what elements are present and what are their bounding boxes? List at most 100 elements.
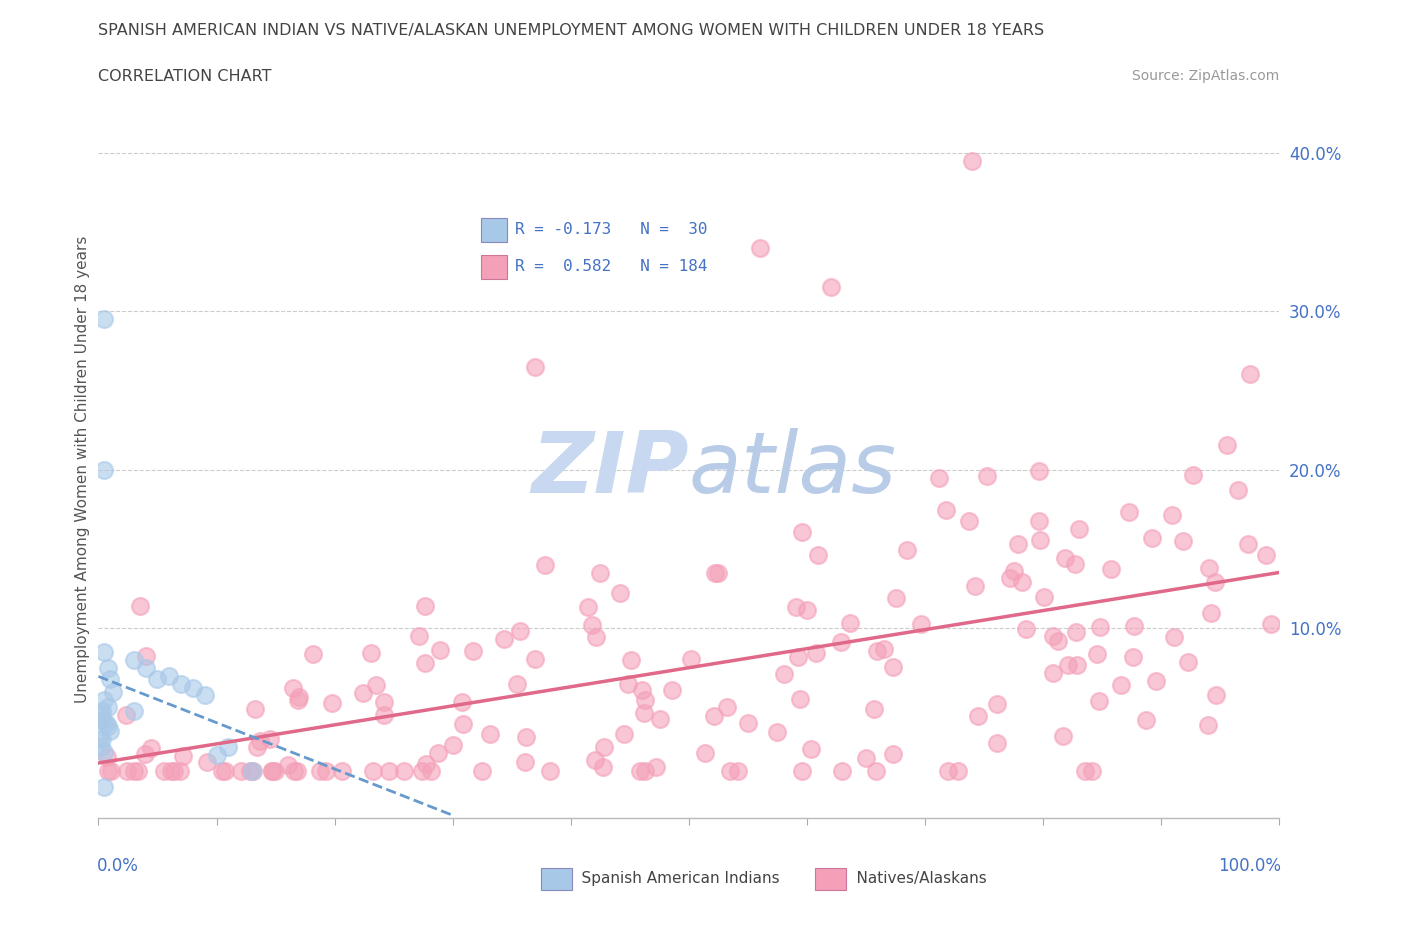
Point <box>976 469 998 484</box>
Point <box>1090 619 1112 634</box>
Point <box>91 732 114 747</box>
Point <box>1181 468 1204 483</box>
Point <box>737 715 759 730</box>
Point <box>352 685 374 700</box>
Point <box>97 764 120 778</box>
Text: Natives/Alaskans: Natives/Alaskans <box>837 871 987 886</box>
Point <box>98 671 121 686</box>
Point <box>936 764 959 778</box>
Point <box>450 695 472 710</box>
Point <box>748 240 770 255</box>
Point <box>967 709 990 724</box>
Point <box>122 703 145 718</box>
Point <box>523 652 546 667</box>
Text: 100.0%: 100.0% <box>1218 857 1281 875</box>
Point <box>792 525 814 539</box>
Point <box>217 739 239 754</box>
Point <box>578 599 600 614</box>
Point <box>330 764 353 778</box>
Point <box>471 764 494 778</box>
Point <box>650 711 672 726</box>
Point <box>415 756 437 771</box>
Point <box>321 696 343 711</box>
Point <box>378 764 401 778</box>
Point <box>1216 437 1239 452</box>
Point <box>1227 483 1250 498</box>
Text: SPANISH AMERICAN INDIAN VS NATIVE/ALASKAN UNEMPLOYMENT AMONG WOMEN WITH CHILDREN: SPANISH AMERICAN INDIAN VS NATIVE/ALASKA… <box>98 23 1045 38</box>
Point <box>195 754 218 769</box>
Point <box>243 702 266 717</box>
Point <box>1237 537 1260 551</box>
Point <box>807 548 830 563</box>
Point <box>408 629 430 644</box>
Point <box>583 752 606 767</box>
Point <box>100 764 122 778</box>
Point <box>96 750 118 764</box>
Point <box>114 708 136 723</box>
Point <box>169 764 191 778</box>
Point <box>1074 764 1097 778</box>
Point <box>957 513 980 528</box>
Point <box>1111 677 1133 692</box>
Point <box>93 312 115 326</box>
Point <box>90 708 112 723</box>
Point <box>581 618 603 632</box>
Point <box>1052 729 1074 744</box>
Point <box>513 754 536 769</box>
Point <box>865 764 887 778</box>
Point <box>461 644 484 658</box>
Point <box>1064 556 1087 571</box>
Point <box>820 280 842 295</box>
Point <box>287 693 309 708</box>
Text: 0.0%: 0.0% <box>97 857 139 875</box>
Point <box>524 359 547 374</box>
Point <box>451 717 474 732</box>
Point <box>1002 564 1025 578</box>
Point <box>146 671 169 686</box>
Point <box>628 764 651 778</box>
Point <box>301 646 323 661</box>
Point <box>1173 533 1195 548</box>
Point <box>585 630 607 644</box>
Point <box>93 744 115 759</box>
Point <box>129 599 152 614</box>
Point <box>896 542 918 557</box>
Point <box>127 764 149 778</box>
Point <box>830 634 852 649</box>
Point <box>796 603 818 618</box>
Text: atlas: atlas <box>689 428 897 512</box>
Point <box>1204 575 1226 590</box>
Point <box>1135 712 1157 727</box>
Point <box>361 764 384 778</box>
Point <box>1028 464 1050 479</box>
Point <box>928 471 950 485</box>
Point <box>704 566 727 581</box>
Point <box>613 726 636 741</box>
Point <box>1032 590 1054 604</box>
Point <box>240 764 263 778</box>
Point <box>93 692 115 707</box>
Point <box>1087 694 1109 709</box>
Point <box>882 746 904 761</box>
Point <box>1007 536 1029 551</box>
Point <box>162 764 184 778</box>
Point <box>1122 649 1144 664</box>
Point <box>262 764 284 778</box>
Point <box>1161 508 1184 523</box>
Point <box>239 764 262 778</box>
Point <box>1198 561 1220 576</box>
Point <box>1081 764 1104 778</box>
Point <box>1015 621 1038 636</box>
Point <box>986 736 1008 751</box>
Point <box>242 764 264 778</box>
Y-axis label: Unemployment Among Women with Children Under 18 years: Unemployment Among Women with Children U… <box>75 236 90 703</box>
Point <box>934 502 956 517</box>
Point <box>986 696 1008 711</box>
Point <box>97 660 120 675</box>
Point <box>153 764 176 778</box>
Point <box>91 703 114 718</box>
Point <box>785 599 807 614</box>
Point <box>609 586 631 601</box>
Point <box>634 692 657 707</box>
Point <box>716 699 738 714</box>
